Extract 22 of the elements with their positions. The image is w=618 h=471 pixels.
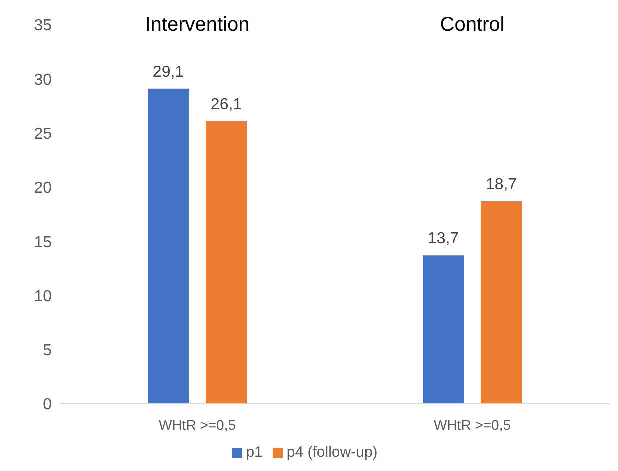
bar (423, 256, 464, 404)
x-tick-label: WHtR >=0,5 (158, 416, 236, 433)
y-tick-label: 25 (34, 126, 52, 143)
y-tick-label: 35 (34, 18, 52, 35)
legend-label: p4 (follow-up) (286, 444, 378, 461)
data-label: 26,1 (210, 96, 242, 114)
y-tick-label: 5 (43, 342, 52, 360)
data-label: 13,7 (428, 230, 460, 248)
data-label: 18,7 (486, 176, 518, 194)
data-label: 29,1 (152, 64, 184, 81)
y-tick-label: 15 (34, 234, 52, 252)
bar (481, 202, 522, 404)
y-tick-label: 20 (34, 180, 52, 198)
annotation: Control (439, 14, 506, 37)
legend-label: p1 (246, 444, 263, 461)
bar (148, 88, 189, 404)
y-tick-label: 0 (43, 396, 52, 414)
annotation: Intervention (144, 14, 251, 37)
y-tick-label: 30 (34, 72, 52, 89)
y-tick-label: 10 (34, 288, 52, 306)
x-tick-label: WHtR >=0,5 (434, 416, 512, 433)
bar (206, 121, 247, 404)
